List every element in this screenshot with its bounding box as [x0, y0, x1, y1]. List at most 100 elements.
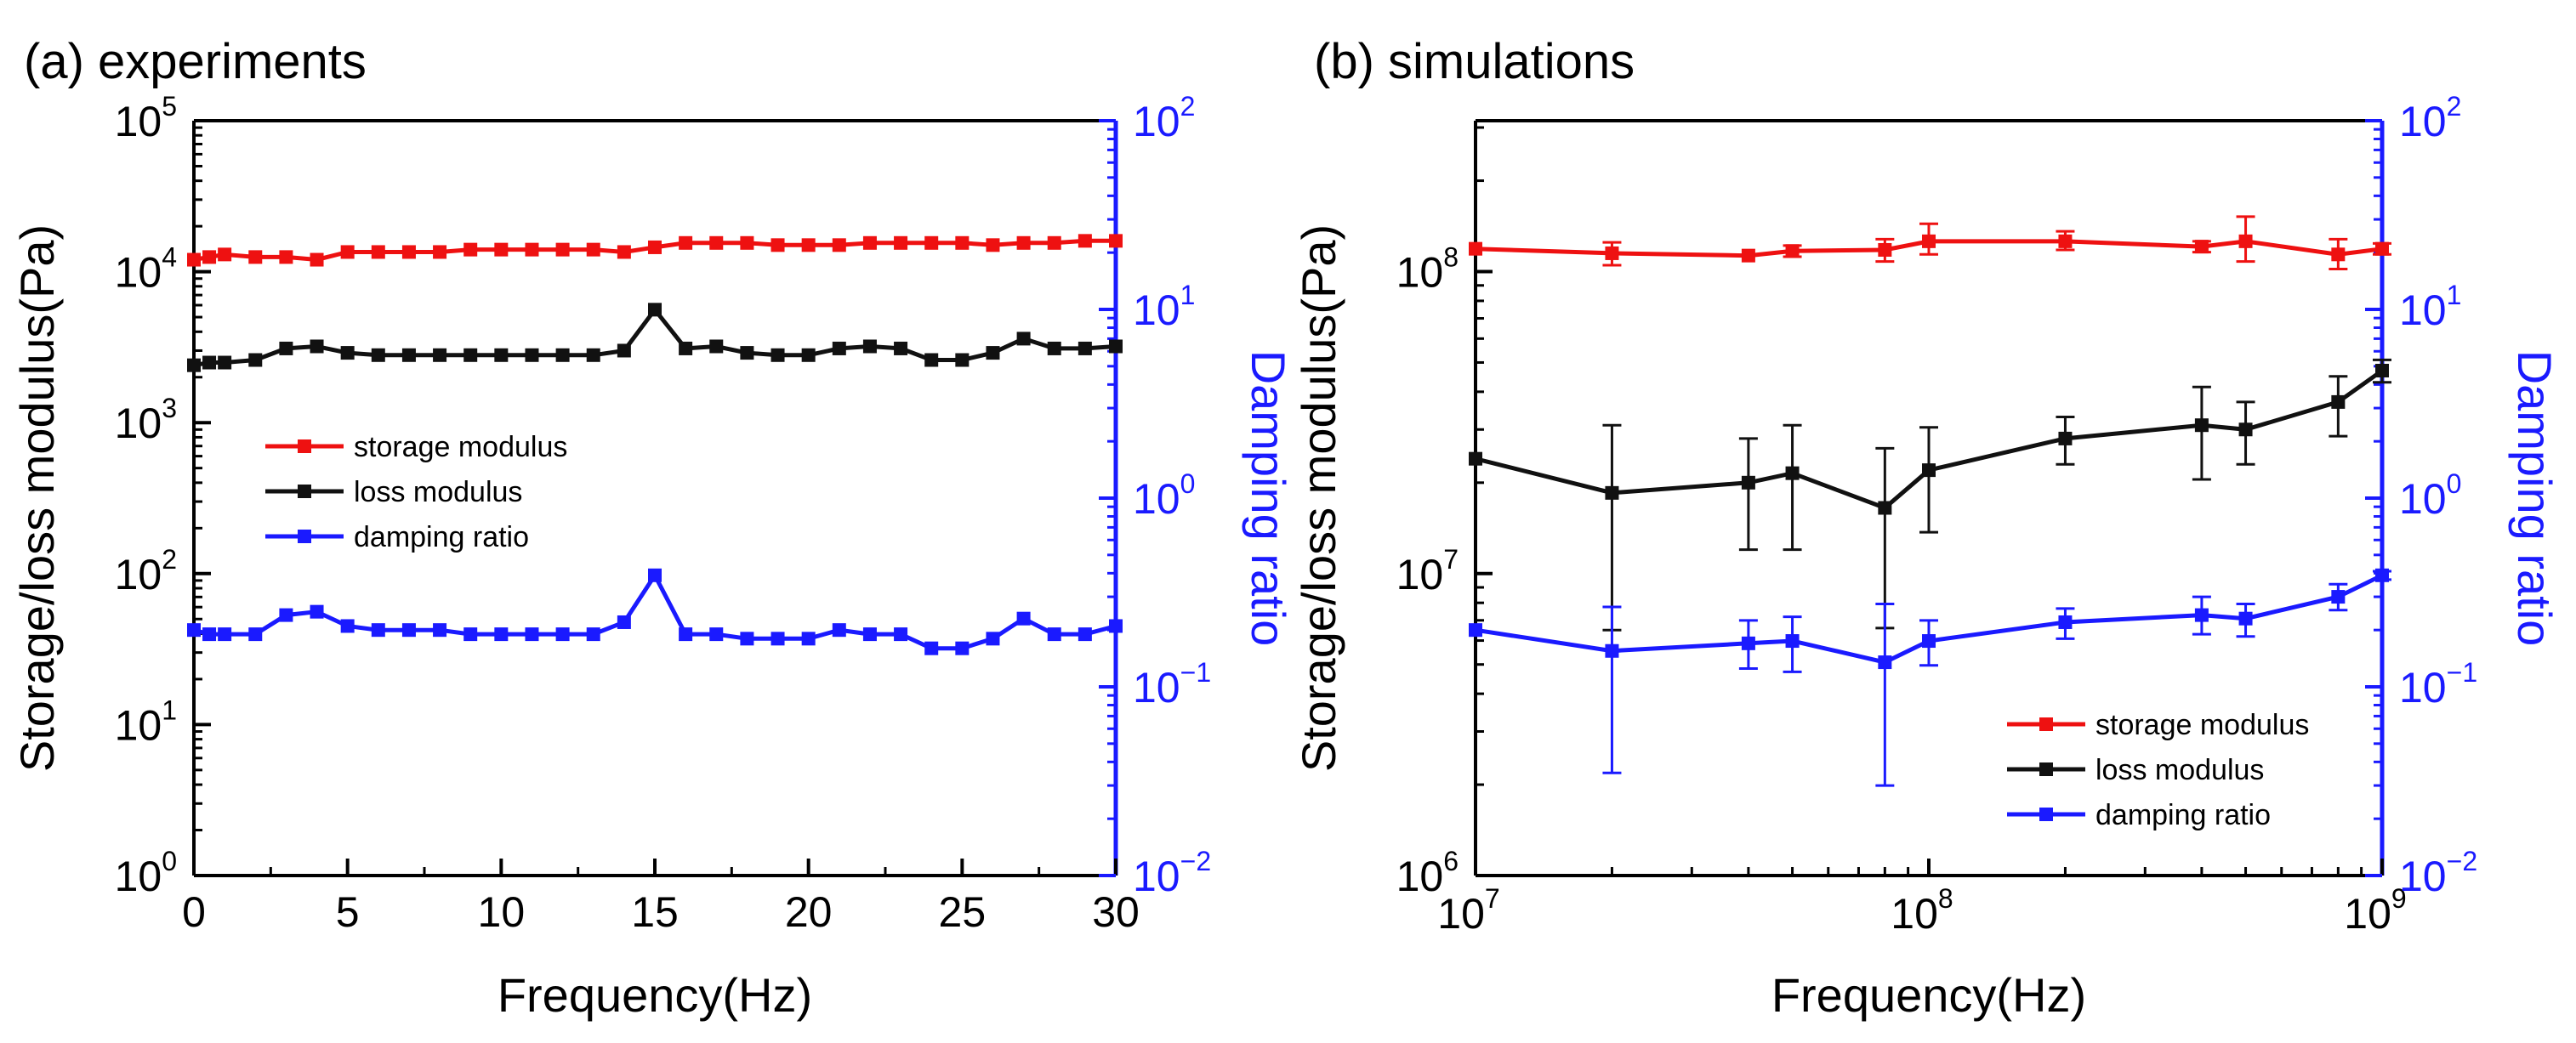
data-point	[586, 242, 600, 257]
data-point	[187, 252, 201, 267]
data-point	[924, 235, 939, 250]
data-point	[248, 353, 263, 367]
x-tick-label: 108	[1891, 883, 1953, 938]
legend-item: storage modulus	[265, 431, 567, 463]
y-right-tick-label-base: 10	[2399, 664, 2447, 711]
x-axis-title: Frequency(Hz)	[498, 968, 812, 1022]
legend-item: storage modulus	[2007, 709, 2309, 741]
data-point	[1878, 242, 1892, 257]
y-tick-label-exponent: 0	[162, 846, 177, 876]
data-point	[1741, 475, 1755, 490]
x-tick-label-base: 10	[2344, 890, 2391, 938]
data-point	[586, 627, 600, 642]
series-loss-modulus	[187, 303, 1123, 372]
y-right-tick-label-base: 10	[1133, 475, 1180, 523]
x-tick-label-base: 10	[1891, 890, 1938, 938]
data-point	[401, 623, 416, 638]
data-point	[894, 341, 908, 355]
x-tick-label: 30	[1092, 888, 1140, 936]
data-point	[1469, 241, 1482, 256]
y-right-tick-label: 100	[2399, 468, 2461, 523]
y-right-axis-title: Damping ratio	[2508, 350, 2562, 647]
data-point	[2331, 394, 2346, 409]
legend-marker	[298, 530, 311, 543]
data-point	[862, 627, 877, 642]
y-right-tick-label-base: 10	[2399, 286, 2447, 334]
x-tick-label-base: 10	[1437, 890, 1485, 938]
data-point	[340, 619, 355, 633]
y-tick-label-exponent: 6	[1443, 846, 1459, 876]
panel-title: (b) simulations	[1314, 34, 1635, 89]
y-tick-label-exponent: 1	[162, 694, 177, 725]
y-right-axis-title: Damping ratio	[1242, 350, 1295, 647]
data-point	[801, 632, 816, 646]
x-tick-label: 10	[478, 888, 526, 936]
data-point	[555, 242, 570, 257]
y-tick-label-base: 10	[115, 98, 162, 145]
data-point	[202, 250, 217, 264]
data-point	[740, 632, 754, 646]
y-right-tick-label-exponent: −1	[2447, 657, 2477, 688]
data-point	[401, 348, 416, 362]
data-point	[2194, 240, 2209, 254]
data-point	[2194, 608, 2209, 622]
data-point	[555, 348, 570, 362]
y-right-tick-label-exponent: 2	[2447, 91, 2462, 122]
data-point	[832, 623, 846, 638]
y-tick-label: 101	[115, 694, 177, 749]
data-point	[986, 632, 1000, 646]
data-point	[648, 568, 662, 582]
y-tick-label: 107	[1396, 544, 1459, 598]
data-point	[617, 245, 631, 259]
data-point	[463, 348, 478, 362]
data-point	[1109, 234, 1123, 248]
data-point	[525, 242, 539, 257]
data-point	[2331, 590, 2346, 604]
data-point	[2238, 234, 2253, 248]
x-tick-label: 107	[1437, 883, 1499, 938]
y-right-tick-label-exponent: −1	[1180, 657, 1211, 688]
y-tick-label-base: 10	[115, 551, 162, 598]
data-point	[648, 303, 662, 317]
data-point	[2238, 611, 2253, 626]
y-tick-label-base: 10	[115, 853, 162, 900]
series-line	[193, 306, 1117, 368]
y-tick-label-base: 10	[1396, 853, 1444, 900]
y-tick-label: 100	[115, 846, 177, 900]
data-point	[894, 627, 908, 642]
data-point	[1785, 244, 1800, 258]
data-point	[494, 627, 509, 642]
data-point	[2331, 247, 2346, 262]
y-right-tick-label: 100	[1133, 468, 1195, 523]
data-point	[1922, 234, 1936, 248]
y-right-tick-label-exponent: 1	[2447, 280, 2462, 310]
data-point	[1078, 234, 1092, 248]
data-point	[218, 247, 232, 262]
x-tick-label: 0	[182, 888, 206, 936]
data-point	[771, 238, 785, 252]
data-point	[202, 627, 217, 642]
series-loss-modulus	[1469, 358, 2391, 632]
data-point	[187, 623, 201, 638]
data-point	[1922, 463, 1936, 478]
series-damping-ratio	[1469, 568, 2391, 787]
data-point	[2238, 422, 2253, 437]
data-point	[709, 339, 724, 354]
y-tick-label: 106	[1396, 846, 1459, 900]
y-right-tick-label-base: 10	[1133, 664, 1180, 711]
data-point	[1785, 634, 1800, 649]
data-point	[894, 235, 908, 250]
x-tick-label: 15	[631, 888, 679, 936]
data-point	[310, 339, 324, 354]
data-point	[1741, 248, 1755, 263]
y-right-tick-label-exponent: 2	[1180, 91, 1196, 122]
data-point	[586, 348, 600, 362]
data-point	[371, 245, 385, 259]
legend-label: loss modulus	[354, 476, 522, 508]
data-point	[1469, 451, 1482, 466]
series-damping-ratio	[187, 568, 1123, 655]
data-point	[955, 641, 970, 655]
data-point	[862, 235, 877, 250]
data-point	[1605, 485, 1619, 500]
